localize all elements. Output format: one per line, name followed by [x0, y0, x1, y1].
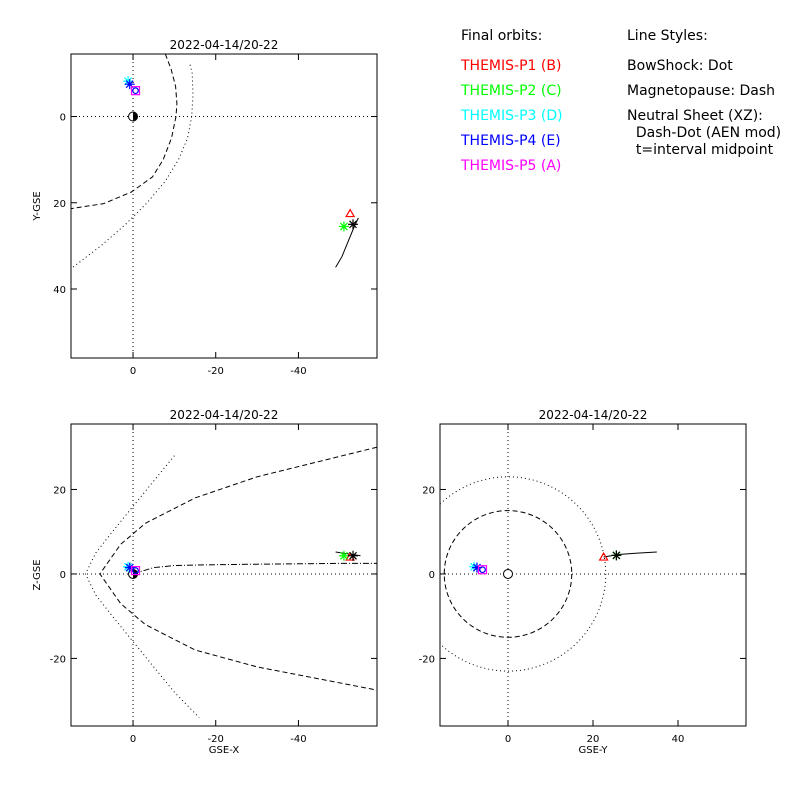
marker-p1-triangle-0: [598, 551, 609, 561]
y-tick-label: 20: [53, 199, 66, 210]
legend-style-midpoint: t=interval midpoint: [627, 142, 774, 158]
orbit-track: [335, 217, 359, 268]
x-tick-label: 40: [672, 734, 685, 745]
panel-3-plot-area: [440, 424, 746, 726]
panel-title: 2022-04-14/20-22: [539, 408, 648, 422]
magnetopause-curve: [99, 446, 377, 691]
bow-shock-circle: [440, 476, 607, 672]
y-tick-label: 40: [53, 285, 66, 296]
marker-p5-square-4: [130, 565, 141, 576]
panel-1: 0 -20 -40 0 20 40 2022-04-14/20-22 Y-GSE: [32, 38, 378, 377]
x-axis-label: GSE-Y: [579, 745, 609, 756]
plot-frame: [439, 423, 747, 727]
legend-style-neutral-sheet: Neutral Sheet (XZ):: [627, 108, 763, 124]
y-axis-label: Y-GSE: [32, 191, 43, 221]
earth-symbol: [503, 568, 513, 579]
y-tick-label: -20: [50, 654, 66, 665]
x-tick-label: -40: [290, 734, 306, 745]
marker-p5-circle-5: [132, 567, 139, 574]
magnetopause-curve: [71, 54, 178, 210]
panel-3: 0 20 40 -20 0 20 2022-04-14/20-22 GSE-Y: [419, 408, 747, 756]
marker-p5-circle-5: [132, 87, 139, 95]
legend-probe-p1: THEMIS-P1 (B): [461, 58, 562, 74]
magnetopause-circle: [443, 510, 573, 638]
y-tick-label: 0: [429, 570, 435, 581]
y-tick-label: -20: [419, 654, 435, 665]
legend-style-bowshock: BowShock: Dot: [627, 58, 733, 74]
x-tick-label: 0: [130, 366, 136, 377]
y-tick-label: 20: [53, 485, 66, 496]
x-tick-label: -20: [208, 366, 224, 377]
legend-probe-p4: THEMIS-P4 (E): [461, 133, 561, 149]
marker-final-asterisk-6: [611, 550, 622, 561]
panel-1-plot-area: [71, 54, 377, 358]
bow-shock-curve: [84, 455, 200, 718]
x-axis-label: GSE-X: [209, 745, 240, 756]
neutral-sheet-curve: [132, 562, 377, 575]
marker-final-asterisk-6: [348, 219, 359, 230]
panel-title: 2022-04-14/20-22: [170, 408, 279, 422]
marker-p1-triangle-0: [345, 208, 356, 218]
x-tick-label: 0: [130, 734, 136, 745]
bow-shock-curve: [71, 64, 194, 270]
orbit-track: [603, 551, 657, 558]
legend-orbits-title: Final orbits:: [461, 28, 543, 44]
marker-p5-circle-5: [479, 566, 486, 574]
plot-frame: [70, 423, 378, 727]
legend-probe-p5: THEMIS-P5 (A): [461, 158, 562, 174]
legend-style-magnetopause: Magnetopause: Dash: [627, 83, 776, 99]
marker-p2-asterisk-1: [338, 550, 349, 561]
marker-final-asterisk-6: [348, 550, 359, 561]
marker-p2-asterisk-1: [338, 221, 349, 232]
marker-p4-asterisk-3: [124, 79, 135, 90]
orbit-track: [335, 551, 361, 557]
legend-style-dash-dot: Dash-Dot (AEN mod): [627, 125, 782, 141]
marker-p5-square-4: [477, 565, 488, 575]
x-tick-label: -20: [208, 734, 224, 745]
legend: Final orbits: THEMIS-P1 (B) THEMIS-P2 (C…: [0, 0, 800, 200]
legend-styles-title: Line Styles:: [627, 28, 708, 44]
x-tick-label: -40: [290, 366, 306, 377]
x-tick-label: 20: [587, 734, 600, 745]
y-tick-label: 0: [60, 113, 66, 124]
legend-probe-p3: THEMIS-P3 (D): [461, 108, 563, 124]
panel-2: 0 -20 -40 -20 0 20 2022-04-14/20-22 GSE-X Z-GSE: [32, 408, 378, 756]
y-tick-label: 0: [60, 570, 66, 581]
panel-title: 2022-04-14/20-22: [170, 38, 279, 52]
y-tick-label: 20: [422, 485, 435, 496]
y-axis-label: Z-GSE: [32, 559, 43, 590]
x-tick-label: 0: [505, 734, 511, 745]
earth-symbol: [128, 111, 139, 122]
panel-2-plot-area: [71, 424, 377, 726]
marker-p5-square-4: [130, 86, 141, 96]
legend-probe-p2: THEMIS-P2 (C): [461, 83, 562, 99]
plot-frame: [70, 53, 378, 359]
